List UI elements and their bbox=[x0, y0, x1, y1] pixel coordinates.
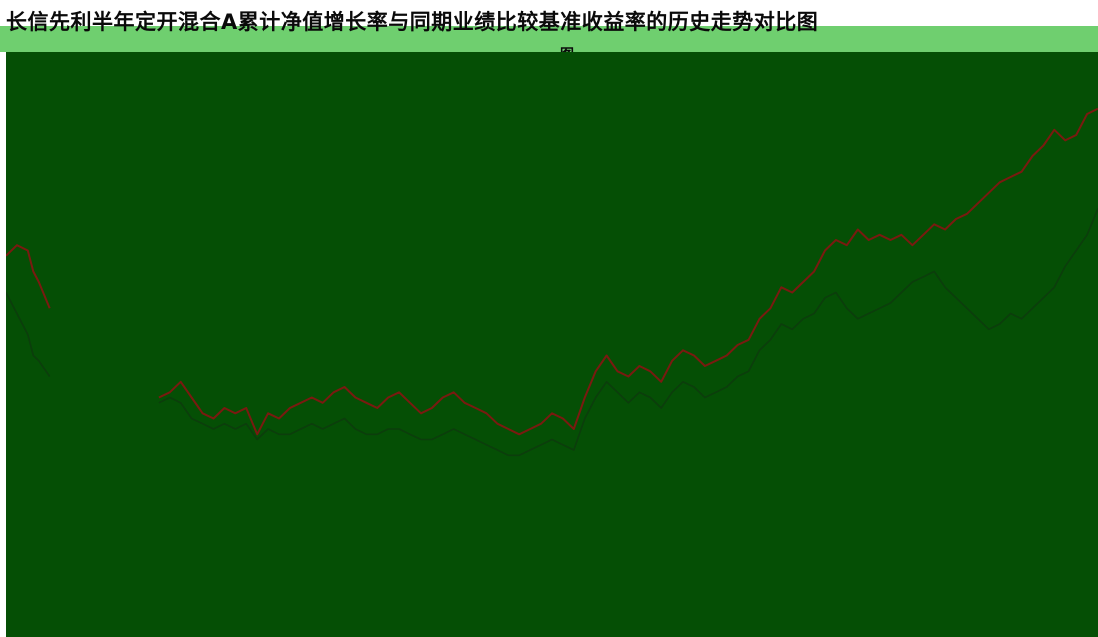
chart-title-line2: 图 bbox=[560, 44, 574, 52]
title-highlight-strip bbox=[0, 26, 1098, 52]
chart-title: 长信先利半年定开混合A累计净值增长率与同期业绩比较基准收益率的历史走势对比图 bbox=[6, 10, 819, 34]
chart-title-bar: 长信先利半年定开混合A累计净值增长率与同期业绩比较基准收益率的历史走势对比图 图 bbox=[0, 0, 1098, 52]
series-1-line-segment-2 bbox=[158, 107, 1098, 436]
line-chart bbox=[6, 107, 1098, 457]
series-2-line-segment-1 bbox=[6, 292, 51, 377]
series-1-line-segment-1 bbox=[6, 244, 51, 309]
series-2-line-segment-2 bbox=[158, 208, 1098, 457]
plot-area bbox=[6, 52, 1098, 637]
